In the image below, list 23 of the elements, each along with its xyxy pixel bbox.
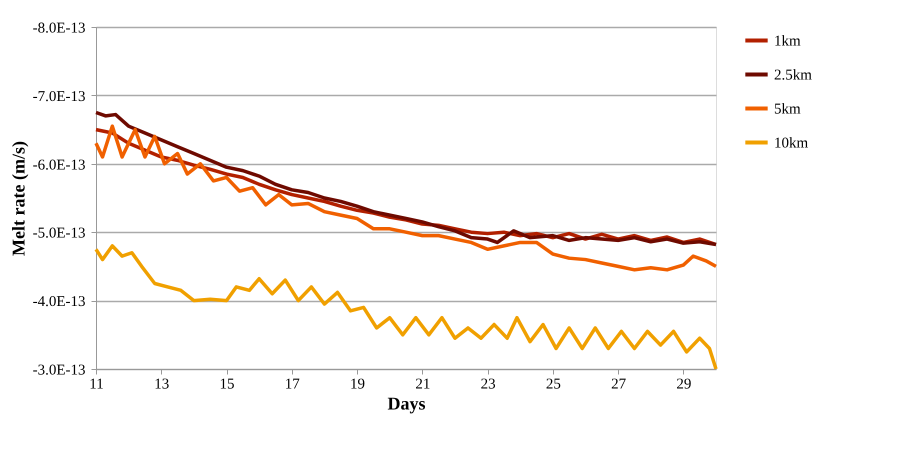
x-tick-label: 11 [89, 376, 104, 392]
y-tick-label: -6.0E-13 [32, 157, 86, 174]
legend-label: 1km [774, 34, 801, 50]
x-tick-label: 17 [284, 376, 300, 392]
y-tick-label: -4.0E-13 [32, 294, 86, 310]
y-axis-title: Melt rate (m/s) [8, 141, 29, 256]
legend-label: 5km [774, 102, 801, 118]
y-tick-label: -8.0E-13 [32, 20, 86, 36]
x-axis-title: Days [387, 394, 426, 414]
legend-label: 10km [774, 136, 808, 152]
x-tick-label: 15 [220, 376, 235, 392]
x-tick-label: 27 [611, 376, 627, 392]
x-tick-label: 29 [676, 376, 692, 392]
y-tick-label: -3.0E-13 [32, 362, 86, 378]
x-tick-label: 25 [546, 376, 561, 392]
x-tick-label: 23 [480, 376, 496, 392]
x-tick-label: 19 [350, 376, 366, 392]
y-tick-label: -7.0E-13 [32, 88, 86, 105]
x-tick-label: 21 [415, 376, 430, 392]
y-tick-label: -5.0E-13 [32, 226, 86, 242]
line-series [94, 124, 718, 272]
x-tick-label: 13 [154, 376, 170, 392]
legend-label: 2.5km [774, 68, 812, 84]
